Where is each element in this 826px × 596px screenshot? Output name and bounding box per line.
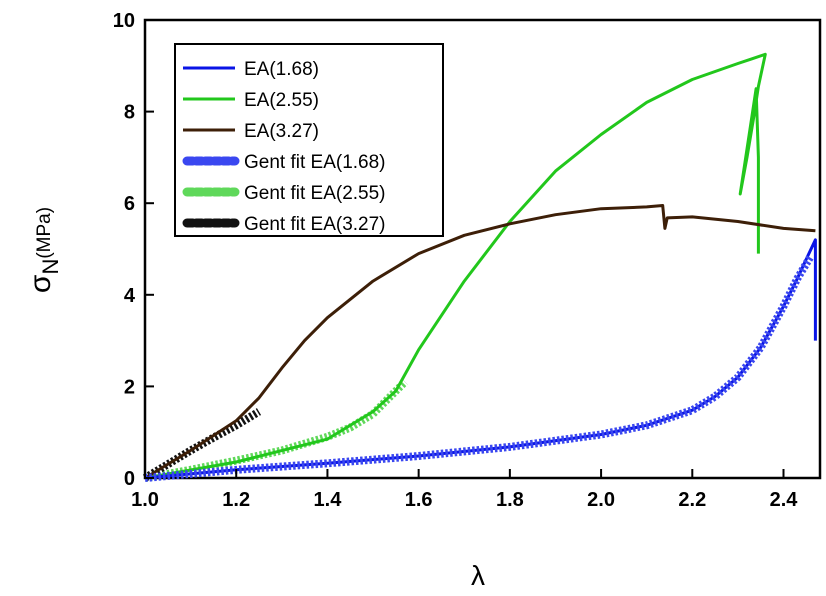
x-tick-label: 2.2 [678, 489, 706, 511]
x-tick-label: 1.0 [131, 489, 159, 511]
series-ea-1-68 [144, 238, 817, 480]
plot-frame [143, 18, 822, 480]
y-tick-label: 0 [124, 468, 135, 490]
y-tick-label: 6 [124, 193, 135, 215]
y-axis-label: σN(MPa) [24, 207, 63, 293]
plot-area [143, 18, 822, 480]
x-tick-label: 1.8 [496, 489, 524, 511]
legend-label: EA(3.27) [244, 121, 319, 142]
legend-items: EA(1.68) EA(2.55) EA(3.27) Gent fit EA(1.68… [182, 59, 386, 235]
x-tick-label: 1.6 [405, 489, 433, 511]
x-axis-ticks: 1.0 1.2 1.4 1.6 1.8 2.0 2.2 2.4 [131, 469, 798, 511]
x-tick-label: 2.0 [587, 489, 615, 511]
legend-label: Gent fit EA(1.68) [244, 152, 386, 173]
series-gent-fit-ea-1-68 [144, 253, 815, 482]
series-gent-fit-ea-3-27 [142, 408, 262, 482]
legend-label: Gent fit EA(3.27) [244, 214, 386, 235]
x-tick-label: 2.4 [770, 489, 799, 511]
legend-label: Gent fit EA(2.55) [244, 183, 386, 204]
legend: EA(1.68) EA(2.55) EA(3.27) Gent fit EA(1.68… [174, 43, 444, 237]
svg-text:σN(MPa): σN(MPa) [24, 207, 63, 293]
series-ea-3-27 [144, 204, 816, 480]
y-axis-label-unit: (MPa) [34, 207, 55, 259]
y-axis-ticks: 0 2 4 6 8 10 [113, 10, 154, 490]
x-tick-label: 1.4 [314, 489, 343, 511]
y-tick-label: 8 [124, 102, 135, 124]
y-axis-label-symbol: σ [24, 274, 57, 293]
legend-label: EA(2.55) [244, 90, 319, 111]
series-layer [142, 52, 817, 482]
y-tick-label: 10 [113, 10, 135, 32]
series-ea-2-55 [144, 52, 767, 480]
y-axis-label-subscript: N [38, 259, 63, 275]
x-axis-label: λ [471, 560, 485, 591]
y-tick-label: 2 [124, 376, 135, 398]
x-tick-label: 1.2 [222, 489, 250, 511]
legend-box [174, 43, 444, 237]
legend-label: EA(1.68) [244, 59, 319, 80]
y-tick-label: 4 [124, 285, 136, 307]
